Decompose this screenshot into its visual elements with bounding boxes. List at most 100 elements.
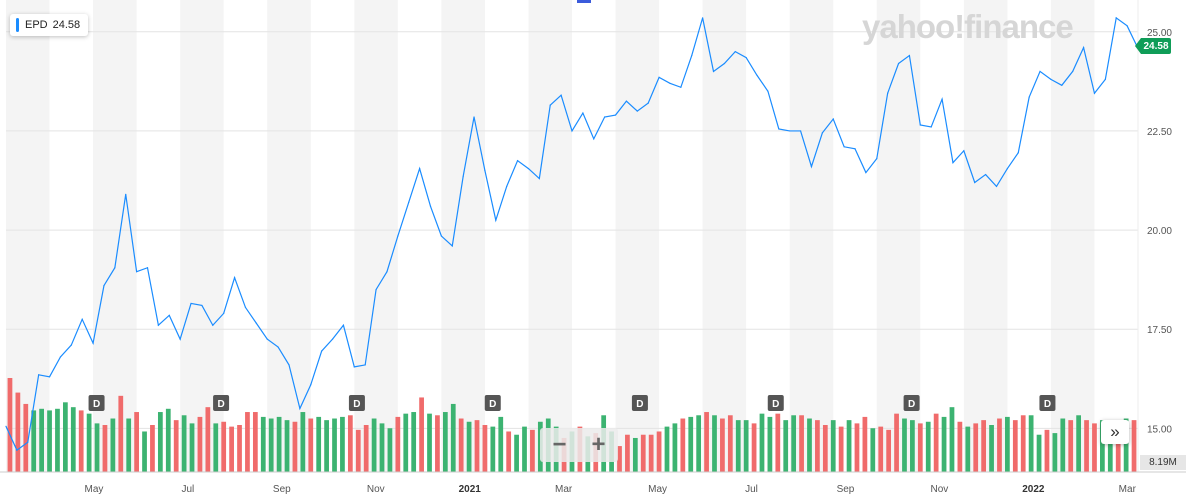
volume-bar [86, 413, 92, 472]
price-point [495, 219, 497, 221]
zoom-out-button[interactable]: − [552, 431, 567, 458]
dividend-marker-box [903, 395, 920, 411]
dividend-marker-box [631, 395, 648, 411]
price-point [408, 201, 410, 203]
volume-bar [118, 395, 124, 472]
volume-bar [458, 418, 464, 472]
volume-bar [775, 413, 781, 472]
price-point [799, 130, 802, 132]
price-point [59, 356, 62, 358]
price-point [255, 322, 257, 324]
volume-bar [419, 397, 424, 472]
price-point [223, 312, 225, 314]
volume-bar [379, 423, 385, 472]
price-point [702, 17, 704, 19]
price-point [789, 130, 791, 132]
volume-bar [506, 431, 512, 472]
x-tick-label: Jul [745, 484, 758, 495]
price-point [658, 76, 660, 78]
dividend-marker-box [348, 395, 365, 411]
volume-bar [308, 418, 314, 472]
volume-bar [284, 420, 290, 472]
price-point [1039, 70, 1041, 73]
price-point [299, 407, 301, 410]
price-point [114, 267, 116, 269]
volume-bar [1028, 415, 1034, 472]
volume-tag: 8.19M [1140, 455, 1186, 470]
volume-bar [157, 412, 163, 472]
y-tick-label: 17.50 [1147, 325, 1172, 336]
price-point [48, 376, 51, 378]
volume-bar [276, 416, 282, 472]
price-point [745, 56, 747, 59]
volume-bar [355, 429, 361, 472]
volume-bar [799, 415, 804, 472]
volume-bar [870, 428, 876, 472]
price-point [1082, 47, 1085, 49]
volume-bar [55, 408, 60, 472]
volume-bar [941, 416, 947, 472]
volume-bar [680, 418, 686, 472]
volume-bar [1052, 433, 1058, 472]
zoom-in-button[interactable]: + [591, 431, 606, 458]
volume-bar [720, 418, 725, 472]
price-point [625, 100, 628, 102]
price-point [1115, 17, 1117, 19]
volume-bar [300, 412, 306, 472]
month-band [1050, 0, 1095, 472]
volume-bar [260, 416, 266, 472]
volume-bar [854, 423, 860, 472]
price-point [364, 364, 366, 366]
month-band [180, 0, 224, 472]
price-point [636, 110, 638, 112]
volume-bar [625, 434, 630, 472]
price-point [462, 175, 464, 178]
y-tick-label: 25.00 [1147, 28, 1172, 39]
watermark-logo: yahoo!finance [862, 8, 1074, 45]
volume-bar [292, 421, 298, 472]
volume-bar [466, 421, 472, 472]
month-band [789, 0, 834, 472]
volume-bar [395, 416, 401, 472]
volume-bar [411, 412, 417, 472]
price-point [647, 102, 649, 104]
price-point [157, 324, 159, 326]
price-point [27, 441, 29, 443]
dividend-marker-box [767, 395, 784, 411]
price-point [310, 384, 312, 386]
price-point [103, 284, 105, 287]
price-point [930, 126, 932, 128]
price-point [538, 177, 540, 180]
last-price-tag: 24.58 [1135, 38, 1171, 54]
price-point [1093, 92, 1096, 94]
scroll-to-latest-button[interactable]: » [1101, 420, 1129, 444]
legend-swatch [16, 18, 19, 32]
price-point [843, 146, 845, 148]
price-point [440, 235, 442, 237]
x-tick-label: Nov [367, 484, 385, 495]
dividend-marker-label: D [908, 399, 915, 410]
price-point [451, 245, 453, 247]
month-band [528, 0, 572, 472]
volume-bar [110, 418, 116, 472]
dividend-marker: D [348, 395, 365, 411]
volume-bar [102, 425, 108, 472]
dividend-marker-label: D [636, 399, 643, 410]
range-marker[interactable] [577, 0, 591, 3]
volume-bar [134, 412, 139, 472]
volume-bar [704, 412, 709, 472]
volume-bar [1012, 420, 1018, 472]
price-point [484, 169, 486, 172]
price-point [1126, 25, 1128, 27]
volume-bar [735, 420, 741, 472]
dividend-marker: D [88, 395, 105, 411]
legend-symbol: EPD [25, 19, 48, 31]
dividend-marker: D [903, 395, 920, 411]
price-point [593, 138, 595, 140]
price-point [865, 171, 867, 174]
volume-bar [1044, 429, 1050, 472]
price-point [233, 277, 236, 279]
price-point [887, 92, 889, 94]
price-point [321, 350, 323, 352]
